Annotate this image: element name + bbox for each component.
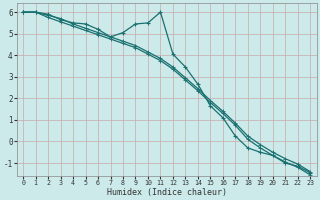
X-axis label: Humidex (Indice chaleur): Humidex (Indice chaleur)	[107, 188, 227, 197]
